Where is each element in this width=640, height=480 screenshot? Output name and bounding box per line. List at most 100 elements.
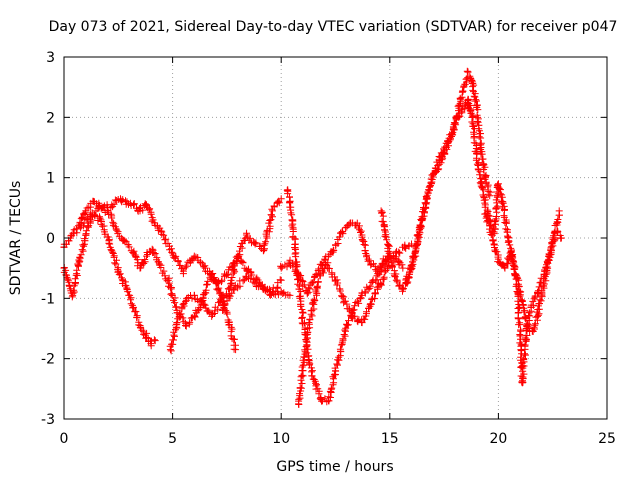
y-tick-label: 0 <box>46 231 55 247</box>
data-point <box>481 174 489 182</box>
data-point <box>158 228 166 236</box>
data-point <box>173 318 181 326</box>
data-point <box>216 297 224 305</box>
data-point <box>364 255 372 263</box>
data-point <box>460 83 468 91</box>
grid <box>64 57 607 419</box>
data-point <box>143 201 151 209</box>
data-point <box>82 231 90 239</box>
data-point <box>464 68 472 76</box>
y-tick-label: 2 <box>46 110 55 126</box>
data-point <box>173 306 181 314</box>
data-point <box>464 95 472 103</box>
data-layer <box>60 67 565 408</box>
data-point <box>366 300 374 308</box>
data-point <box>260 246 268 254</box>
y-tick-label: 1 <box>46 171 55 187</box>
data-point <box>503 228 511 236</box>
data-point <box>340 331 348 339</box>
data-point <box>401 243 409 251</box>
x-tick-label: 15 <box>381 431 399 447</box>
y-tick-label: -3 <box>41 412 55 428</box>
data-point <box>143 334 151 342</box>
data-point <box>429 171 437 179</box>
data-point <box>358 318 366 326</box>
data-point <box>82 207 90 215</box>
data-point <box>130 249 138 257</box>
data-point <box>251 279 259 287</box>
data-point <box>77 222 85 230</box>
data-point <box>547 246 555 254</box>
data-point <box>464 101 472 109</box>
data-point <box>399 285 407 293</box>
data-point <box>73 225 81 233</box>
data-point <box>286 291 294 299</box>
y-tick-label: -1 <box>41 291 55 307</box>
data-point <box>527 303 535 311</box>
x-axis-title: GPS time / hours <box>276 459 393 475</box>
data-point <box>269 288 277 296</box>
data-point <box>295 270 303 278</box>
data-point <box>277 288 285 296</box>
data-point <box>112 225 120 233</box>
y-tick-label: 3 <box>46 50 55 66</box>
data-point <box>436 153 444 161</box>
data-point <box>355 222 363 230</box>
data-point <box>121 237 129 245</box>
series-10 <box>403 67 494 287</box>
data-point <box>245 267 253 275</box>
data-point <box>416 222 424 230</box>
series-3 <box>77 202 240 354</box>
data-point <box>514 288 522 296</box>
data-point <box>477 180 485 188</box>
data-point <box>325 397 333 405</box>
data-point <box>242 273 250 281</box>
data-point <box>468 77 476 85</box>
data-point <box>136 207 144 215</box>
data-point <box>234 252 242 260</box>
data-point <box>108 201 116 209</box>
data-point <box>449 128 457 136</box>
data-point <box>260 285 268 293</box>
data-point <box>381 228 389 236</box>
data-point <box>340 297 348 305</box>
data-point <box>373 267 381 275</box>
data-point <box>208 312 216 320</box>
data-point <box>166 346 174 354</box>
data-point <box>190 291 198 299</box>
data-point <box>251 240 259 248</box>
data-point <box>358 291 366 299</box>
data-point <box>169 249 177 257</box>
data-point <box>225 291 233 299</box>
series-12 <box>481 210 565 387</box>
data-point <box>106 240 114 248</box>
data-point <box>103 207 111 215</box>
data-point <box>164 276 172 284</box>
data-point <box>473 101 481 109</box>
data-point <box>123 198 131 206</box>
data-point <box>295 400 303 408</box>
series-7 <box>295 240 416 408</box>
data-point <box>392 276 400 284</box>
data-point <box>149 216 157 224</box>
data-point <box>312 270 320 278</box>
data-point <box>410 252 418 260</box>
data-point <box>494 180 502 188</box>
data-point <box>136 321 144 329</box>
data-point <box>190 252 198 260</box>
data-point <box>303 331 311 339</box>
data-point <box>86 213 94 221</box>
data-point <box>208 270 216 278</box>
data-point <box>455 101 463 109</box>
data-point <box>216 288 224 296</box>
data-point <box>147 340 155 348</box>
data-point <box>494 255 502 263</box>
data-point <box>116 195 124 203</box>
data-point <box>269 207 277 215</box>
data-point <box>520 306 528 314</box>
data-point <box>130 201 138 209</box>
data-point <box>518 379 526 387</box>
data-point <box>69 291 77 299</box>
data-point <box>490 240 498 248</box>
